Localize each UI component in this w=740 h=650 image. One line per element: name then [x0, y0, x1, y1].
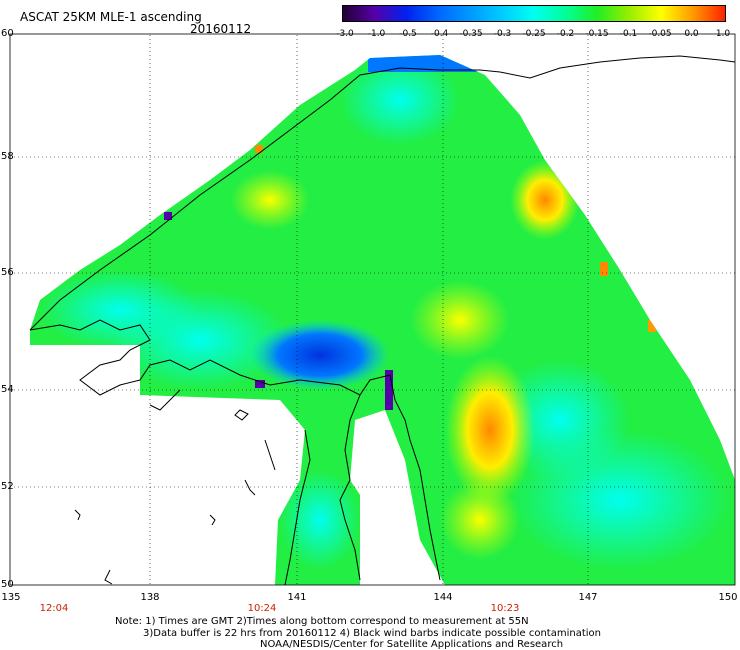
lat-label-58: 58 [1, 151, 14, 162]
lon-label-138: 138 [140, 592, 160, 603]
lon-label-141: 141 [287, 592, 307, 603]
lon-label-147: 147 [578, 592, 598, 603]
map-date: 20160112 [190, 22, 252, 36]
time-label-2: 10:24 [247, 603, 277, 614]
lat-label-56: 56 [1, 267, 14, 278]
colorbar [342, 5, 726, 22]
lat-label-54: 54 [1, 384, 14, 395]
graticule [10, 35, 735, 585]
data-swath [30, 55, 735, 585]
note-line-1: Note: 1) Times are GMT 2)Times along bot… [115, 616, 529, 627]
note-line-2: 3)Data buffer is 22 hrs from 20160112 4)… [143, 628, 601, 639]
map-frame [9, 33, 736, 586]
time-label-1: 12:04 [39, 603, 69, 614]
time-label-3: 10:23 [490, 603, 520, 614]
map-title: ASCAT 25KM MLE-1 ascending [20, 10, 202, 24]
lat-label-50: 50 [1, 579, 14, 590]
lon-label-150: 150 [718, 592, 738, 603]
lon-label-135: 135 [1, 592, 21, 603]
lat-label-60: 60 [1, 28, 14, 39]
note-line-3: NOAA/NESDIS/Center for Satellite Applica… [260, 639, 564, 650]
lat-label-52: 52 [1, 481, 14, 492]
lon-label-144: 144 [433, 592, 453, 603]
colorbar-gradient [342, 5, 726, 22]
coastline [29, 55, 736, 586]
